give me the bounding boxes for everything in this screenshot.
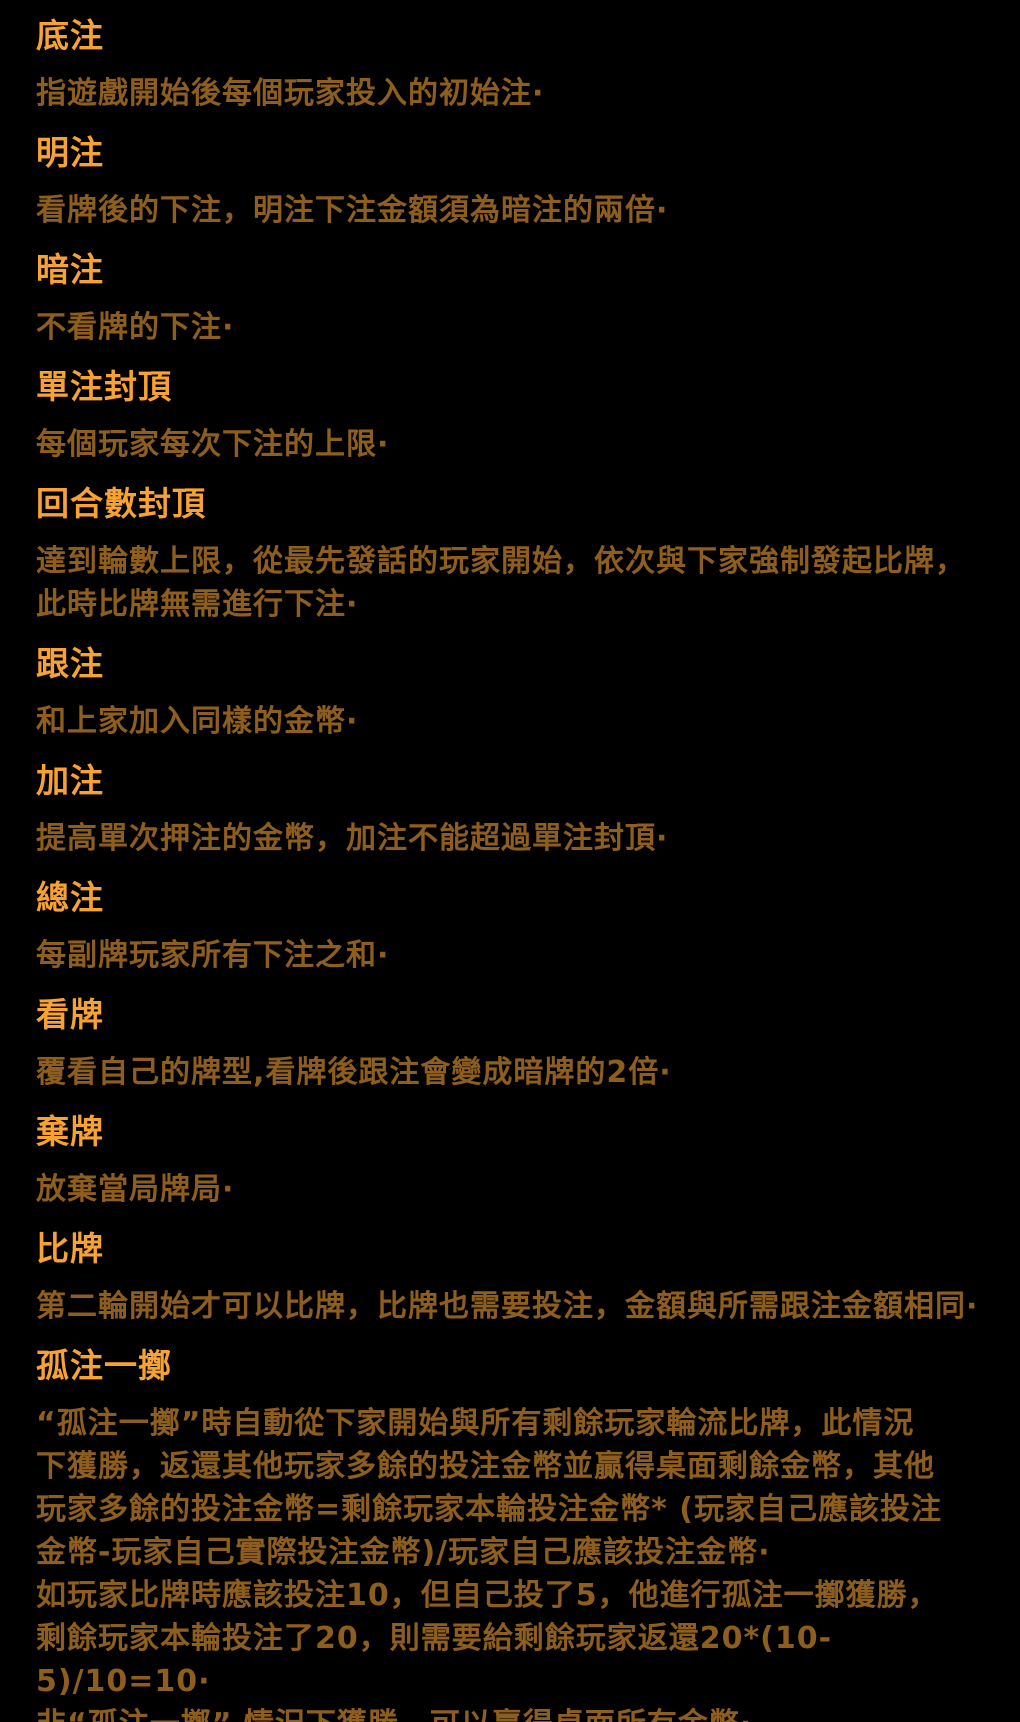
section-line: 玩家多餘的投注金幣=剩餘玩家本輪投注金幣* (玩家自己應該投注 (36, 1492, 942, 1527)
section-title: 總注 (36, 878, 104, 917)
section-title: 底注 (36, 16, 104, 55)
section-line: 剩餘玩家本輪投注了20，則需要給剩餘玩家返還20*(10-5)/10=10· (36, 1621, 833, 1699)
section-line: 此時比牌無需進行下注· (36, 587, 359, 622)
section-title: 跟注 (36, 644, 104, 683)
section-description: 覆看自己的牌型,看牌後跟注會變成暗牌的2倍· (36, 1051, 992, 1094)
section-title: 看牌 (36, 995, 104, 1034)
section-description: 達到輪數上限，從最先發話的玩家開始，依次與下家強制發起比牌， 此時比牌無需進行下注… (36, 540, 992, 626)
section-title: 單注封頂 (36, 367, 172, 406)
section-line: 如玩家比牌時應該投注10，但自己投了5，他進行孤注一擲獲勝， (36, 1578, 939, 1613)
section-line: 提高單次押注的金幣，加注不能超過單注封頂· (36, 821, 669, 856)
section-description: “孤注一擲”時自動從下家開始與所有剩餘玩家輪流比牌，此情況 下獲勝，返還其他玩家多… (36, 1402, 992, 1722)
glossary: 底注指遊戲開始後每個玩家投入的初始注· 明注看牌後的下注，明注下注金額須為暗注的兩… (36, 16, 992, 1722)
section-title: 比牌 (36, 1229, 104, 1268)
section-line: 下獲勝，返還其他玩家多餘的投注金幣並贏得桌面剩餘金幣，其他 (36, 1449, 935, 1484)
section-description: 看牌後的下注，明注下注金額須為暗注的兩倍· (36, 189, 992, 232)
section-description: 指遊戲開始後每個玩家投入的初始注· (36, 72, 992, 115)
section-description: 每個玩家每次下注的上限· (36, 423, 992, 466)
section-line: 達到輪數上限，從最先發話的玩家開始，依次與下家強制發起比牌， (36, 544, 966, 579)
section-description: 提高單次押注的金幣，加注不能超過單注封頂· (36, 817, 992, 860)
section-line: 看牌後的下注，明注下注金額須為暗注的兩倍· (36, 193, 669, 228)
section-line: 金幣-玩家自己實際投注金幣)/玩家自己應該投注金幣· (36, 1535, 771, 1570)
section-line: 不看牌的下注· (36, 310, 235, 345)
section-description: 放棄當局牌局· (36, 1168, 992, 1211)
section-description: 每副牌玩家所有下注之和· (36, 934, 992, 977)
section-line: 和上家加入同樣的金幣· (36, 704, 359, 739)
section-title: 回合數封頂 (36, 484, 206, 523)
section-line: 第二輪開始才可以比牌，比牌也需要投注，金額與所需跟注金額相同· (36, 1289, 979, 1324)
section-title: 棄牌 (36, 1112, 104, 1151)
section-title: 孤注一擲 (36, 1346, 172, 1385)
section-description: 不看牌的下注· (36, 306, 992, 349)
section-title: 明注 (36, 133, 104, 172)
section-line: 每個玩家每次下注的上限· (36, 427, 390, 462)
section-line: 指遊戲開始後每個玩家投入的初始注· (36, 76, 545, 111)
section-line: 每副牌玩家所有下注之和· (36, 938, 390, 973)
section-line: 放棄當局牌局· (36, 1172, 235, 1207)
section-description: 和上家加入同樣的金幣· (36, 700, 992, 743)
section-title: 暗注 (36, 250, 104, 289)
section-title: 加注 (36, 761, 104, 800)
section-description: 第二輪開始才可以比牌，比牌也需要投注，金額與所需跟注金額相同· (36, 1285, 992, 1328)
section-line: 覆看自己的牌型,看牌後跟注會變成暗牌的2倍· (36, 1055, 672, 1090)
section-line: “孤注一擲”時自動從下家開始與所有剩餘玩家輪流比牌，此情況 (36, 1406, 915, 1441)
